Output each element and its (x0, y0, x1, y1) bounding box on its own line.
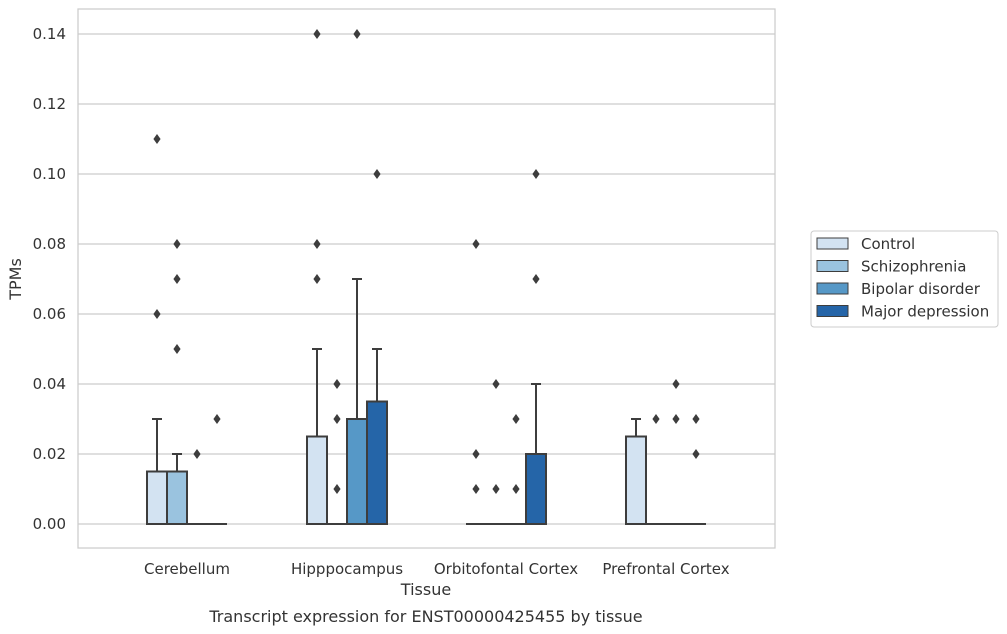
outlier-point (353, 29, 361, 39)
outlier-point (692, 449, 700, 459)
outlier-point (333, 484, 341, 494)
y-tick-label: 0.12 (33, 95, 66, 113)
box-control (306, 348, 328, 525)
outlier-point (313, 239, 321, 249)
outlier-point (333, 414, 341, 424)
x-tick-label: Hipppocampus (291, 560, 403, 578)
outlier-point (213, 414, 221, 424)
legend-entry-label: Major depression (861, 303, 989, 321)
box-body (306, 435, 328, 525)
outlier-point (373, 169, 381, 179)
legend-frame (810, 230, 999, 328)
box-major-depression (525, 383, 547, 525)
outlier-point (492, 484, 500, 494)
x-axis-label: Tissue (400, 580, 451, 599)
box-body (166, 470, 188, 525)
outlier-point (313, 274, 321, 284)
box-control (146, 418, 168, 525)
box-body (146, 470, 168, 525)
outlier-point (173, 239, 181, 249)
outlier-point (193, 449, 201, 459)
outlier-point (472, 484, 480, 494)
outlier-point (173, 274, 181, 284)
y-tick-label: 0.04 (33, 375, 66, 393)
plot-background (78, 9, 775, 548)
legend-entry-label: Bipolar disorder (861, 280, 981, 298)
chart-caption: Transcript expression for ENST0000042545… (208, 607, 642, 626)
box-major-depression (366, 348, 388, 525)
outlier-point (692, 414, 700, 424)
outlier-point (532, 169, 540, 179)
plot-frame (77, 8, 776, 549)
legend-entry-label: Schizophrenia (861, 258, 966, 276)
y-tick-label: 0.14 (33, 25, 66, 43)
y-tick-labels: 0.00 0.02 0.04 0.06 0.08 0.10 0.12 0.14 (33, 25, 66, 533)
outlier-point (313, 29, 321, 39)
legend-entry-label: Control (861, 235, 915, 253)
y-tick-label: 0.06 (33, 305, 66, 323)
outlier-point (153, 309, 161, 319)
box-body (346, 418, 368, 525)
legend-swatch (816, 282, 849, 295)
legend-swatch (816, 260, 849, 272)
outlier-point (492, 379, 500, 389)
outlier-point (472, 449, 480, 459)
y-tick-label: 0.08 (33, 235, 66, 253)
outlier-point (652, 414, 660, 424)
outlier-point (512, 414, 520, 424)
legend: Control Schizophrenia Bipolar disorder Majo… (810, 230, 999, 328)
outlier-point (333, 379, 341, 389)
box-control (625, 418, 647, 525)
box-body (366, 400, 388, 525)
outlier-point (532, 274, 540, 284)
legend-swatch (816, 237, 849, 250)
box-schizophrenia (166, 453, 188, 525)
outlier-point (672, 379, 680, 389)
outlier-point (173, 344, 181, 354)
x-tick-labels: Cerebellum Hipppocampus Orbitofontal Corte… (144, 560, 730, 578)
x-tick-label: Prefrontal Cortex (602, 560, 729, 578)
box-body (625, 435, 647, 525)
outlier-points (153, 29, 700, 494)
y-axis-label: TPMs (6, 258, 25, 301)
outlier-point (153, 134, 161, 144)
outlier-point (472, 239, 480, 249)
x-tick-label: Orbitofontal Cortex (434, 560, 578, 578)
y-tick-label: 0.10 (33, 165, 66, 183)
y-tick-label: 0.00 (33, 515, 66, 533)
outlier-point (672, 414, 680, 424)
box-series (146, 278, 706, 525)
legend-swatch (816, 305, 849, 317)
box-body (525, 453, 547, 525)
x-tick-label: Cerebellum (144, 560, 230, 578)
y-tick-label: 0.02 (33, 445, 66, 463)
outlier-point (512, 484, 520, 494)
